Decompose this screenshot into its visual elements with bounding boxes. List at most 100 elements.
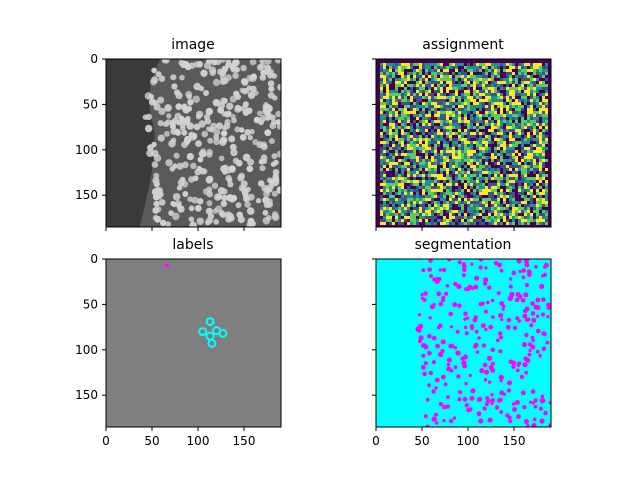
assignment-cell [440, 186, 443, 189]
assignment-cell [419, 159, 422, 162]
assignment-cell [404, 75, 407, 78]
assignment-cell [476, 168, 479, 171]
assignment-cell [494, 99, 497, 102]
assignment-cell [536, 183, 539, 186]
assignment-cell [389, 210, 392, 213]
assignment-cell [497, 105, 500, 108]
assignment-cell [392, 123, 395, 126]
assignment-cell [458, 129, 461, 132]
image-particle [151, 141, 157, 148]
image-particle [145, 124, 153, 133]
assignment-cell [491, 132, 494, 135]
assignment-cell [467, 78, 470, 81]
assignment-cell [380, 66, 383, 69]
image-particle [152, 214, 159, 221]
assignment-cell [440, 192, 443, 195]
assignment-cell [491, 117, 494, 120]
assignment-cell [428, 84, 431, 87]
assignment-cell [464, 63, 467, 66]
assignment-cell [443, 222, 446, 225]
assignment-cell [416, 210, 419, 213]
segmentation-particle [441, 374, 446, 380]
assignment-cell [497, 81, 500, 84]
labels-ytick-label: 100 [75, 343, 98, 357]
assignment-cell [512, 147, 515, 150]
assignment-cell [518, 87, 521, 90]
assignment-cell [428, 186, 431, 189]
assignment-cell [413, 150, 416, 153]
assignment-cell [395, 171, 398, 174]
image-particle [152, 193, 160, 201]
assignment-cell [509, 72, 512, 75]
assignment-cell [443, 129, 446, 132]
assignment-cell [440, 81, 443, 84]
assignment-cell [383, 66, 386, 69]
assignment-cell [530, 147, 533, 150]
image-particle [266, 215, 272, 221]
assignment-cell [476, 222, 479, 225]
assignment-cell [497, 204, 500, 207]
assignment-cell [482, 114, 485, 117]
assignment-cell [404, 117, 407, 120]
assignment-cell [521, 183, 524, 186]
assignment-cell [440, 96, 443, 99]
image-particle [200, 69, 208, 78]
assignment-cell [425, 207, 428, 210]
assignment-cell [503, 75, 506, 78]
image-particle [158, 107, 166, 116]
assignment-cell [458, 141, 461, 144]
assignment-cell [413, 147, 416, 150]
assignment-cell [392, 111, 395, 114]
assignment-cell [542, 84, 545, 87]
assignment-cell [407, 150, 410, 153]
segmentation-particle [455, 350, 461, 356]
assignment-cell [545, 123, 548, 126]
assignment-cell [380, 150, 383, 153]
assignment-cell [512, 192, 515, 195]
segmentation-particle [523, 292, 529, 298]
segmentation-particle [487, 355, 493, 361]
assignment-cell [428, 63, 431, 66]
assignment-cell [473, 174, 476, 177]
image-particle [222, 125, 228, 131]
assignment-cell [395, 201, 398, 204]
image-particle [225, 175, 232, 182]
assignment-cell [467, 168, 470, 171]
assignment-cell [386, 72, 389, 75]
assignment-cell [404, 165, 407, 168]
labels-background [106, 259, 281, 427]
assignment-cell [458, 126, 461, 129]
assignment-cell [392, 93, 395, 96]
assignment-cell [479, 216, 482, 219]
assignment-cell [521, 156, 524, 159]
assignment-cell [392, 183, 395, 186]
assignment-cell [488, 159, 491, 162]
assignment-cell [419, 204, 422, 207]
assignment-cell [533, 180, 536, 183]
assignment-cell [473, 114, 476, 117]
assignment-cell [389, 174, 392, 177]
assignment-cell [413, 162, 416, 165]
assignment-cell [437, 159, 440, 162]
assignment-cell [515, 174, 518, 177]
assignment-cell [425, 84, 428, 87]
assignment-cell [386, 189, 389, 192]
segmentation-particle [529, 323, 534, 328]
assignment-cell [521, 210, 524, 213]
assignment-cell [389, 141, 392, 144]
assignment-cell [392, 84, 395, 87]
assignment-cell [419, 189, 422, 192]
image-particle [155, 71, 162, 78]
assignment-cell [395, 165, 398, 168]
assignment-cell [419, 129, 422, 132]
assignment-cell [389, 135, 392, 138]
assignment-cell [425, 75, 428, 78]
assignment-cell [470, 99, 473, 102]
segmentation-particle [545, 340, 550, 345]
assignment-cell [386, 126, 389, 129]
assignment-cell [452, 204, 455, 207]
assignment-cell [386, 180, 389, 183]
assignment-cell [428, 111, 431, 114]
assignment-cell [494, 129, 497, 132]
assignment-cell [434, 198, 437, 201]
